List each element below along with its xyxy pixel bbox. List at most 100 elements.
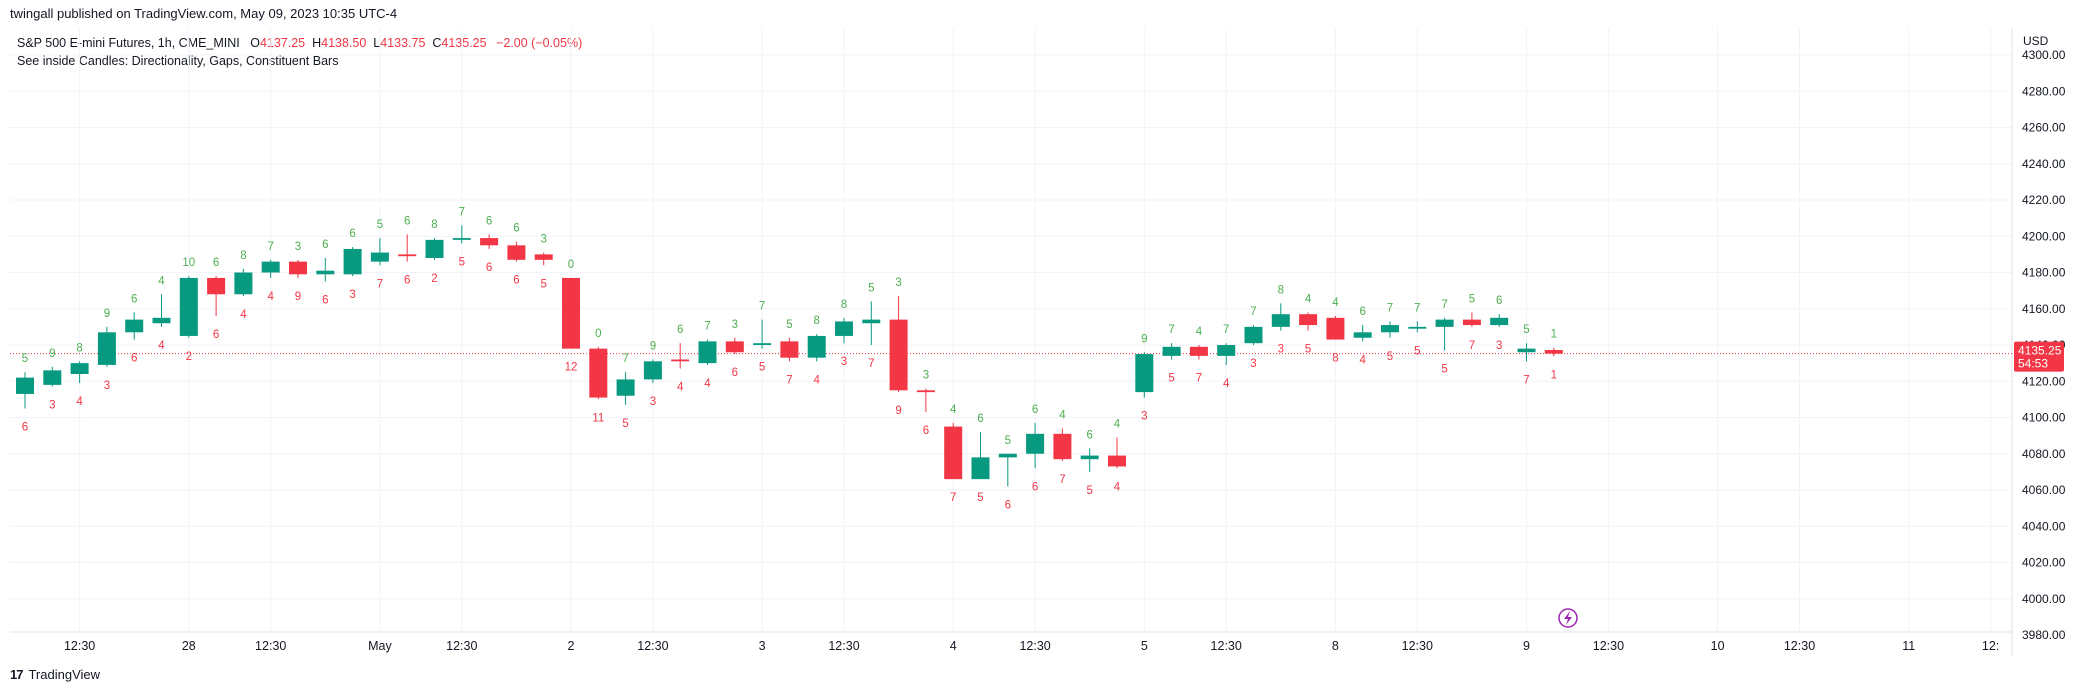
down-count-label: 3 — [1278, 344, 1284, 356]
down-count-label: 4 — [267, 291, 274, 303]
y-tick-label: 4000.00 — [2022, 592, 2066, 606]
down-count-label: 4 — [1359, 354, 1366, 366]
flash-icon[interactable] — [1558, 608, 1578, 628]
up-count-label: 5 — [786, 319, 792, 331]
up-count-label: 5 — [22, 353, 28, 365]
candle — [1217, 343, 1236, 365]
y-tick-label: 4200.00 — [2022, 229, 2066, 243]
candle — [616, 372, 635, 405]
candle — [152, 294, 171, 327]
down-count-label: 6 — [131, 353, 137, 365]
x-tick-label: 9 — [1523, 639, 1530, 653]
x-tick-label: 10 — [1711, 639, 1725, 653]
price-badge-bg — [2014, 341, 2064, 372]
up-count-label: 4 — [1196, 326, 1203, 338]
up-count-label: 7 — [759, 301, 765, 313]
tradingview-footer[interactable]: 17 TradingView — [10, 667, 100, 682]
up-count-label: 7 — [1414, 302, 1420, 314]
candle-body — [1271, 314, 1290, 327]
down-count-label: 7 — [1196, 373, 1202, 385]
down-count-label: 9 — [895, 405, 901, 417]
price-badge-value: 4135.25 — [2018, 344, 2062, 358]
y-tick-label: 4040.00 — [2022, 519, 2066, 533]
candle — [562, 277, 580, 349]
candle-body — [562, 277, 580, 349]
candle — [971, 432, 990, 480]
up-count-label: 7 — [459, 206, 465, 218]
candle — [589, 346, 608, 400]
currency-label[interactable]: USD — [2023, 34, 2049, 48]
y-tick-label: 4220.00 — [2022, 193, 2066, 207]
candle-body — [261, 261, 280, 273]
down-count-label: 6 — [513, 275, 519, 287]
candle-body — [1217, 345, 1236, 356]
up-count-label: 6 — [977, 413, 983, 425]
candle — [316, 258, 335, 282]
symbol-name[interactable]: S&P 500 E-mini Futures, 1h, CME_MINI — [17, 36, 240, 50]
ohlc-values: O4137.25 H4138.50 L4133.75 C4135.25 — [243, 36, 490, 50]
down-count-label: 4 — [158, 340, 165, 352]
x-tick-label: 12: — [1982, 639, 1999, 653]
candle-body — [1299, 314, 1318, 326]
up-count-label: 3 — [295, 241, 301, 253]
candle — [452, 225, 471, 244]
down-count-label: 7 — [377, 278, 383, 290]
x-axis-labels[interactable]: 12:30 28 12:30 May 12:30 2 12:30 3 12:30 4 12:30 5 1… — [64, 639, 1999, 653]
down-count-label: 4 — [76, 396, 83, 408]
candle-body — [1490, 317, 1509, 326]
up-count-label: 8 — [813, 315, 819, 327]
candle-body — [698, 341, 717, 364]
down-count-label: 5 — [1387, 351, 1393, 363]
up-count-label: 8 — [431, 219, 437, 231]
down-count-label: 2 — [186, 351, 192, 363]
y-tick-label: 4180.00 — [2022, 266, 2066, 280]
down-count-label: 5 — [540, 278, 546, 290]
down-count-label: 3 — [841, 356, 847, 368]
up-count-label: 4 — [1305, 293, 1312, 305]
bar-count-labels: 5693849366441026684743966635766827566663… — [22, 206, 1557, 511]
candle-body — [1435, 319, 1454, 327]
low-value: 4133.75 — [380, 36, 426, 50]
candle-body — [1108, 455, 1126, 467]
candle-body — [70, 363, 89, 374]
candle-body — [862, 319, 881, 324]
symbol-ohlc-row[interactable]: S&P 500 E-mini Futures, 1h, CME_MINI O41… — [17, 34, 582, 52]
up-count-label: 3 — [540, 234, 546, 246]
down-count-label: 5 — [977, 492, 983, 504]
candle — [862, 301, 881, 345]
up-count-label: 4 — [950, 404, 957, 416]
y-tick-label: 4080.00 — [2022, 447, 2066, 461]
down-count-label: 12 — [565, 362, 578, 374]
candle — [753, 319, 772, 349]
y-tick-label: 4260.00 — [2022, 121, 2066, 135]
down-count-label: 6 — [213, 329, 219, 341]
candle-body — [753, 343, 772, 345]
y-tick-label: 4280.00 — [2022, 84, 2066, 98]
candles[interactable] — [16, 225, 1563, 487]
publisher-line: twingall published on TradingView.com, M… — [10, 6, 398, 21]
up-count-label: 3 — [732, 319, 738, 331]
close-label: C — [432, 36, 442, 50]
candle — [1299, 312, 1318, 331]
candle-body — [316, 270, 335, 275]
candle-body — [398, 254, 417, 257]
candle — [1381, 321, 1399, 338]
candle-body — [452, 238, 471, 240]
up-count-label: 0 — [568, 259, 574, 271]
up-count-label: 8 — [76, 342, 82, 354]
x-tick-label: 2 — [568, 639, 575, 653]
candle — [998, 453, 1017, 487]
candle-body — [889, 319, 908, 391]
down-count-label: 4 — [813, 374, 820, 386]
candle-body — [835, 321, 853, 336]
indicator-name[interactable]: See inside Candles: Directionality, Gaps… — [17, 54, 339, 68]
grid-lines — [10, 28, 2012, 632]
candle — [370, 238, 389, 266]
candle — [289, 259, 307, 278]
x-tick-label: 11 — [1902, 639, 1915, 653]
down-count-label: 5 — [1441, 363, 1447, 375]
down-count-label: 5 — [459, 257, 465, 269]
y-tick-label: 4120.00 — [2022, 374, 2066, 388]
candle-body — [1162, 346, 1181, 356]
